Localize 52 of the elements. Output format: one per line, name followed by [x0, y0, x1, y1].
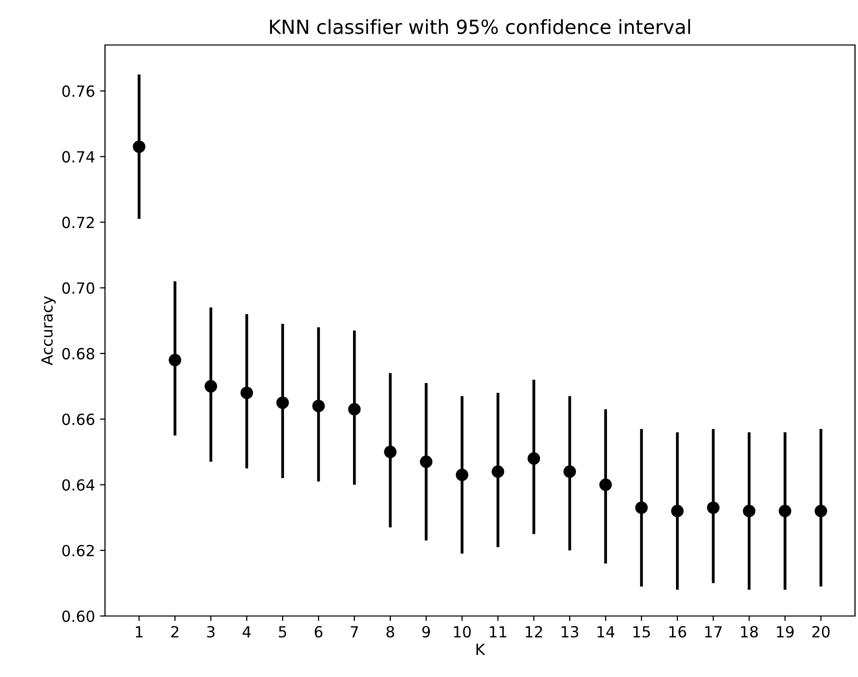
x-tick-label: 19	[776, 626, 794, 638]
x-tick-label: 10	[454, 626, 471, 638]
point	[671, 504, 684, 518]
y-tick-label: 0.62	[62, 544, 94, 556]
point	[492, 465, 504, 478]
point	[132, 140, 146, 153]
x-tick-label: 9	[422, 626, 430, 638]
x-tick-label: 4	[242, 626, 251, 638]
y-tick-label: 0.76	[62, 85, 94, 97]
x-tick-label: 16	[669, 626, 686, 638]
y-tick-label: 0.66	[62, 414, 94, 426]
point	[312, 400, 325, 412]
point	[240, 386, 253, 400]
x-tick-label: 18	[741, 626, 758, 638]
y-tick-label: 0.60	[62, 610, 94, 622]
x-tick-label: 12	[526, 626, 542, 638]
point	[814, 504, 828, 518]
point	[635, 501, 648, 514]
x-tick-label: 8	[386, 626, 394, 638]
y-tick-label: 0.74	[62, 151, 94, 163]
x-tick-label: 2	[171, 626, 178, 638]
point	[599, 478, 612, 491]
y-tick-label: 0.70	[62, 282, 94, 294]
point	[168, 354, 182, 366]
point	[563, 465, 576, 478]
x-tick-label: 6	[314, 626, 322, 638]
point	[204, 380, 218, 393]
point	[348, 403, 361, 416]
x-tick-label: 7	[350, 626, 358, 638]
x-tick-label: 17	[705, 626, 722, 638]
y-axis-title: Accuracy	[41, 296, 56, 366]
point	[707, 501, 720, 514]
y-tick-label: 0.64	[62, 479, 94, 491]
x-tick-label: 5	[278, 626, 286, 638]
x-tick-label: 15	[633, 626, 650, 638]
point	[778, 504, 792, 518]
point	[420, 456, 432, 468]
x-tick-label: 1	[136, 626, 143, 638]
x-tick-label: 13	[562, 626, 578, 638]
point	[742, 504, 756, 518]
point	[276, 396, 289, 409]
y-tick-label: 0.72	[62, 216, 94, 228]
point	[528, 452, 540, 465]
x-tick-label: 11	[490, 626, 506, 638]
x-axis-title: K	[476, 644, 486, 655]
x-tick-label: 14	[598, 626, 614, 638]
x-tick-label: 20	[812, 626, 830, 638]
x-tick-label: 3	[207, 626, 214, 638]
point	[456, 468, 468, 482]
chart-title: KNN classifier with 95% confidence interval	[270, 19, 690, 34]
point	[384, 446, 397, 458]
y-tick-label: 0.68	[62, 348, 94, 360]
